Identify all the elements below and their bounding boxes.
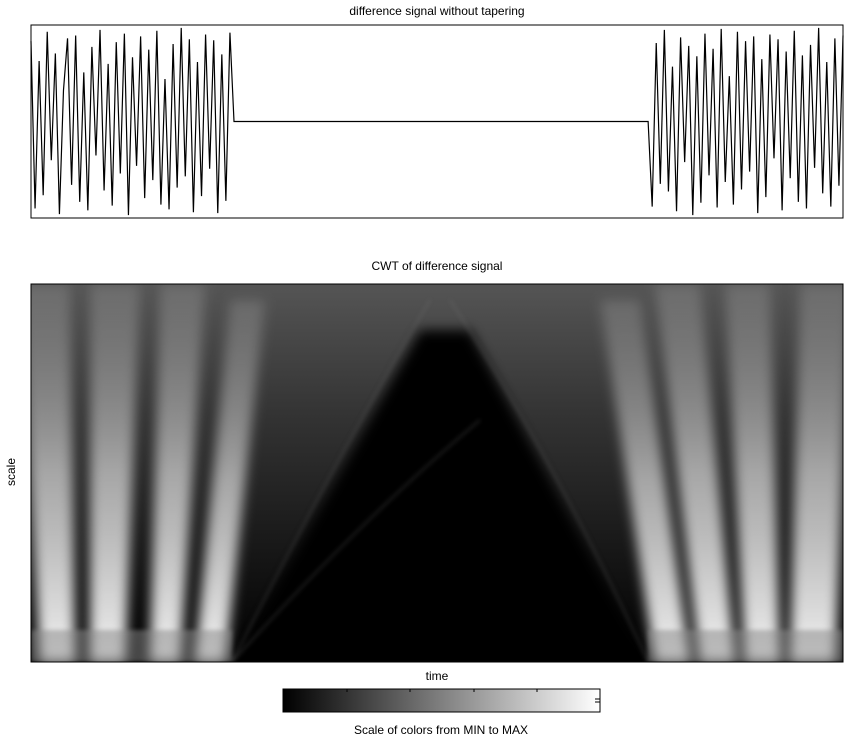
y-axis-label: scale: [4, 458, 18, 486]
chart-title: difference signal without tapering: [349, 4, 524, 18]
colorbar-ticks: [346, 689, 600, 703]
x-axis-label: time: [426, 669, 449, 683]
signal-layer: [30, 27, 844, 216]
plot-frame: [30, 24, 844, 219]
colorbar: [282, 688, 601, 713]
plot-frame: [30, 283, 844, 663]
chart-title: CWT of difference signal: [372, 259, 503, 273]
scalogram: [31, 284, 843, 662]
signal-line: [30, 27, 844, 216]
colorbar-label: Scale of colors from MIN to MAX: [354, 723, 528, 737]
